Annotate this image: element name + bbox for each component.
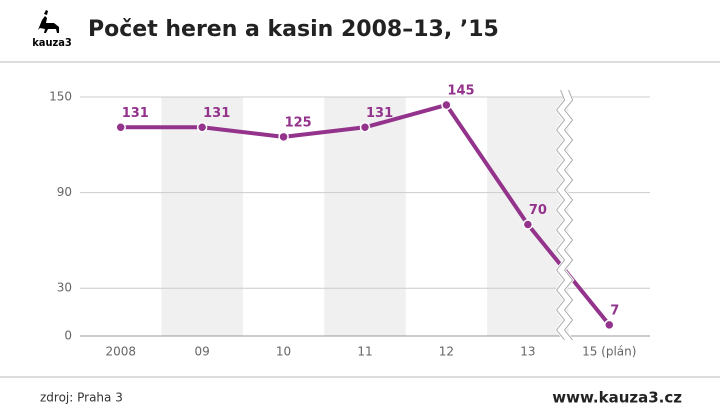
axis-break: [555, 89, 566, 341]
data-point: [359, 122, 371, 133]
data-point: [522, 219, 534, 230]
y-tick-label: 30: [57, 281, 72, 295]
data-point: [441, 99, 452, 111]
axis-break: [563, 89, 574, 341]
column-band: [324, 97, 406, 336]
axis-break-gap: [554, 88, 575, 343]
data-label: 145: [447, 83, 474, 98]
data-label: 131: [366, 106, 393, 121]
data-label: 70: [529, 203, 547, 218]
website: www.kauza3.cz: [552, 389, 682, 407]
x-tick-label: 09: [195, 345, 210, 359]
data-label: 7: [610, 303, 619, 318]
data-point: [604, 319, 615, 331]
y-tick-label: 90: [57, 185, 72, 199]
source: zdroj: Praha 3: [40, 391, 123, 405]
y-tick-label: 150: [49, 90, 72, 104]
x-tick-label: 10: [276, 345, 291, 359]
x-tick-label: 11: [357, 345, 372, 359]
logo-horse: [38, 10, 59, 33]
data-point: [196, 122, 208, 133]
x-tick-label: 15 (plán): [582, 345, 636, 359]
column-band: [487, 97, 569, 336]
data-label: 131: [203, 106, 230, 121]
y-tick-label: 0: [64, 329, 72, 343]
column-band: [161, 97, 243, 336]
logo: kauza3: [32, 10, 72, 49]
chart-title: Počet heren a kasin 2008–13, ’15: [88, 17, 499, 42]
data-label: 125: [285, 115, 312, 130]
data-label: 131: [122, 106, 149, 121]
data-point: [115, 122, 126, 133]
logo-text: kauza3: [32, 36, 72, 49]
x-tick-label: 2008: [105, 345, 136, 359]
data-point: [278, 131, 289, 143]
x-tick-label: 12: [439, 345, 454, 359]
x-tick-label: 13: [520, 345, 535, 359]
